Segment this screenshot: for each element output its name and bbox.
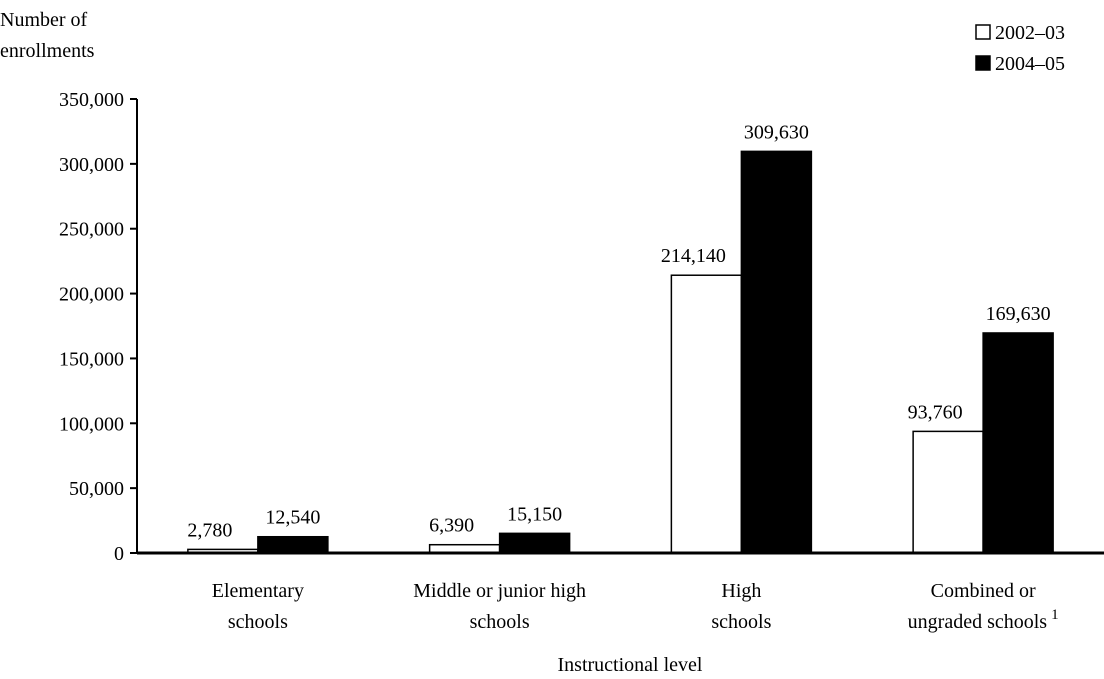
bar-value-label: 6,390 xyxy=(429,515,474,537)
x-tick-label: Elementary xyxy=(212,580,304,602)
legend-swatch xyxy=(975,55,991,71)
bar-value-label: 12,540 xyxy=(265,507,320,529)
x-tick-label: Middle or junior high xyxy=(413,580,586,602)
y-axis-label-line: Number of xyxy=(0,9,88,31)
x-tick-label: schools xyxy=(228,611,288,633)
bar-value-label: 214,140 xyxy=(661,245,726,267)
legend-label: 2002–03 xyxy=(995,22,1065,44)
y-tick-label: 200,000 xyxy=(59,284,124,306)
x-axis: Elementary schools Middle or junior high sc… xyxy=(137,551,1104,633)
bar-value-label: 2,780 xyxy=(187,519,232,541)
footnote-marker: 1 xyxy=(1051,607,1059,623)
bar-value-label: 93,760 xyxy=(908,401,963,423)
bar xyxy=(498,532,571,554)
bar-value-label: 169,630 xyxy=(986,303,1051,325)
bar-value-label: 309,630 xyxy=(744,121,809,143)
x-tick-label: Combined or xyxy=(931,580,1036,602)
x-tick-label: ungraded schools 1 xyxy=(908,607,1059,633)
x-axis-label: Instructional level xyxy=(558,654,703,676)
y-tick-label: 0 xyxy=(114,543,124,565)
bars: 2,780 12,540 6,390 15,150 214,140 309,630 93,7… xyxy=(187,121,1054,554)
y-tick-label: 350,000 xyxy=(59,89,124,111)
y-axis-label: Number of enrollments xyxy=(0,9,95,62)
y-tick-label: 150,000 xyxy=(59,348,124,370)
bar xyxy=(982,332,1054,554)
bar xyxy=(912,430,984,554)
y-tick-label: 250,000 xyxy=(59,219,124,241)
legend-label: 2004–05 xyxy=(995,53,1065,75)
legend: 2002–03 2004–05 xyxy=(975,22,1065,75)
y-axis: 0 50,000 100,000 150,000 200,000 250,000 300,0… xyxy=(59,89,138,565)
x-tick-label: schools xyxy=(470,611,530,633)
y-tick-label: 300,000 xyxy=(59,154,124,176)
bar xyxy=(740,150,813,554)
bar xyxy=(257,535,329,554)
bar-value-label: 15,150 xyxy=(507,503,562,525)
y-tick-label: 50,000 xyxy=(69,478,124,500)
bar xyxy=(670,274,743,554)
y-axis-label-line: enrollments xyxy=(0,40,95,62)
legend-swatch xyxy=(975,24,991,40)
x-tick-label: schools xyxy=(711,611,771,633)
y-tick-label: 100,000 xyxy=(59,413,124,435)
x-tick-label: High xyxy=(721,580,761,602)
